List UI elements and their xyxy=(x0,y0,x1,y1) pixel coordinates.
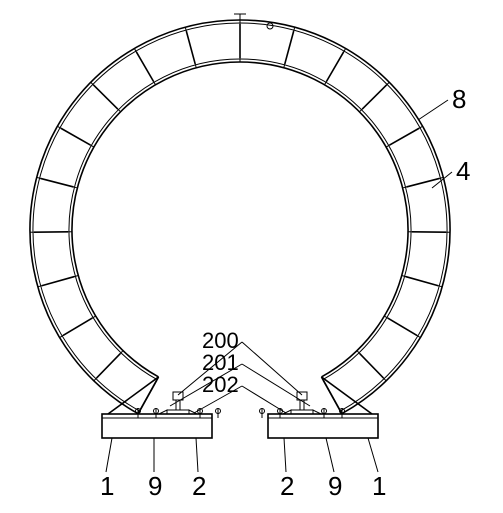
lbl-1R: 1 xyxy=(372,471,386,501)
leader-lines xyxy=(106,100,452,472)
segmented-ring xyxy=(30,14,450,414)
lbl-2R: 2 xyxy=(280,471,294,501)
lbl-8: 8 xyxy=(452,84,466,114)
lbl-1L: 1 xyxy=(100,471,114,501)
lbl-9R: 9 xyxy=(328,471,342,501)
lbl-4: 4 xyxy=(456,156,470,186)
lbl-9L: 9 xyxy=(148,471,162,501)
base-assemblies xyxy=(102,377,378,438)
tunnel-cross-section: 84200201202192291 xyxy=(0,0,503,513)
lbl-202: 202 xyxy=(202,372,239,397)
lbl-2L: 2 xyxy=(192,471,206,501)
